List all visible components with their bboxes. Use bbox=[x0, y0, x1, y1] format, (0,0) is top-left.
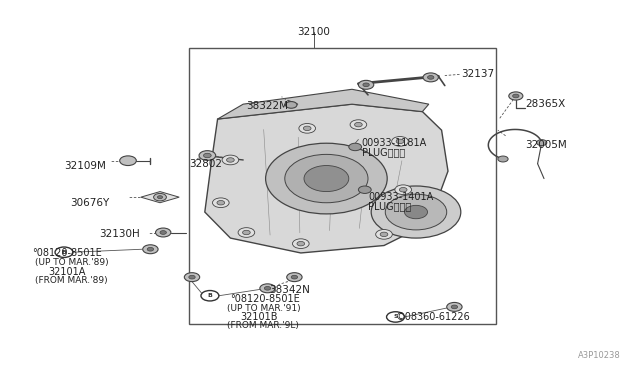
Circle shape bbox=[154, 193, 166, 201]
Text: PLUGプラグ: PLUGプラグ bbox=[362, 148, 405, 157]
Circle shape bbox=[189, 275, 195, 279]
Circle shape bbox=[399, 187, 407, 192]
Circle shape bbox=[423, 73, 438, 82]
Circle shape bbox=[355, 122, 362, 127]
Circle shape bbox=[385, 194, 447, 230]
Circle shape bbox=[380, 232, 388, 237]
Circle shape bbox=[428, 76, 434, 79]
Circle shape bbox=[513, 94, 519, 98]
Circle shape bbox=[451, 305, 458, 309]
Text: (FROM MAR.'89): (FROM MAR.'89) bbox=[35, 276, 108, 285]
Circle shape bbox=[350, 120, 367, 129]
Circle shape bbox=[392, 137, 408, 146]
Text: °08120-8501E: °08120-8501E bbox=[32, 248, 102, 258]
Circle shape bbox=[120, 156, 136, 166]
Circle shape bbox=[395, 185, 412, 195]
Circle shape bbox=[260, 284, 275, 293]
Text: B: B bbox=[61, 250, 67, 255]
Circle shape bbox=[358, 80, 374, 89]
Circle shape bbox=[222, 155, 239, 165]
Circle shape bbox=[266, 143, 387, 214]
Circle shape bbox=[238, 228, 255, 237]
Circle shape bbox=[299, 124, 316, 133]
Circle shape bbox=[363, 83, 369, 87]
Circle shape bbox=[404, 205, 428, 219]
Text: ©08360-61226: ©08360-61226 bbox=[396, 312, 470, 322]
Text: S: S bbox=[393, 314, 398, 320]
Circle shape bbox=[291, 275, 298, 279]
Circle shape bbox=[204, 153, 211, 158]
Polygon shape bbox=[205, 104, 448, 253]
Text: 00933-1181A: 00933-1181A bbox=[362, 138, 427, 148]
Text: 32101B: 32101B bbox=[240, 312, 278, 322]
Text: B: B bbox=[207, 293, 212, 298]
Text: °08120-8501E: °08120-8501E bbox=[230, 295, 300, 304]
Text: 32802: 32802 bbox=[189, 159, 222, 169]
Text: 28365X: 28365X bbox=[525, 99, 565, 109]
Circle shape bbox=[243, 230, 250, 235]
Text: 38322M: 38322M bbox=[246, 101, 289, 111]
Text: (UP TO MAR.'89): (UP TO MAR.'89) bbox=[35, 258, 109, 267]
Circle shape bbox=[227, 158, 234, 162]
Circle shape bbox=[396, 139, 404, 144]
Text: A3P10238: A3P10238 bbox=[578, 351, 621, 360]
Circle shape bbox=[358, 186, 371, 193]
Circle shape bbox=[157, 196, 163, 199]
Circle shape bbox=[285, 102, 297, 108]
Circle shape bbox=[217, 201, 225, 205]
Text: 00933-1401A: 00933-1401A bbox=[368, 192, 433, 202]
Circle shape bbox=[147, 247, 154, 251]
Circle shape bbox=[509, 92, 523, 100]
Text: 32137: 32137 bbox=[461, 70, 494, 79]
Circle shape bbox=[303, 126, 311, 131]
Polygon shape bbox=[141, 192, 179, 203]
Circle shape bbox=[287, 273, 302, 282]
Circle shape bbox=[143, 245, 158, 254]
Circle shape bbox=[212, 198, 229, 208]
Text: 32100: 32100 bbox=[297, 27, 330, 36]
Circle shape bbox=[156, 228, 171, 237]
Circle shape bbox=[292, 239, 309, 248]
Circle shape bbox=[371, 186, 461, 238]
Text: 32101A: 32101A bbox=[48, 267, 85, 276]
Circle shape bbox=[349, 143, 362, 151]
Circle shape bbox=[498, 156, 508, 162]
Circle shape bbox=[376, 230, 392, 239]
Circle shape bbox=[199, 151, 216, 160]
Text: PLUGプラグ: PLUGプラグ bbox=[368, 202, 412, 211]
Polygon shape bbox=[218, 89, 429, 119]
Bar bbox=[189, 48, 496, 324]
Text: 32109M: 32109M bbox=[64, 161, 106, 170]
Text: 32130H: 32130H bbox=[99, 230, 140, 239]
Circle shape bbox=[160, 231, 166, 234]
Text: (FROM MAR.'9L): (FROM MAR.'9L) bbox=[227, 321, 299, 330]
Circle shape bbox=[536, 140, 547, 145]
Text: (UP TO MAR.'91): (UP TO MAR.'91) bbox=[227, 304, 301, 313]
Text: 32005M: 32005M bbox=[525, 140, 566, 150]
Text: 30676Y: 30676Y bbox=[70, 198, 109, 208]
Circle shape bbox=[304, 166, 349, 192]
Circle shape bbox=[285, 154, 368, 203]
Circle shape bbox=[184, 273, 200, 282]
Circle shape bbox=[264, 286, 271, 290]
Circle shape bbox=[297, 241, 305, 246]
Text: 38342N: 38342N bbox=[269, 285, 310, 295]
Circle shape bbox=[447, 302, 462, 311]
